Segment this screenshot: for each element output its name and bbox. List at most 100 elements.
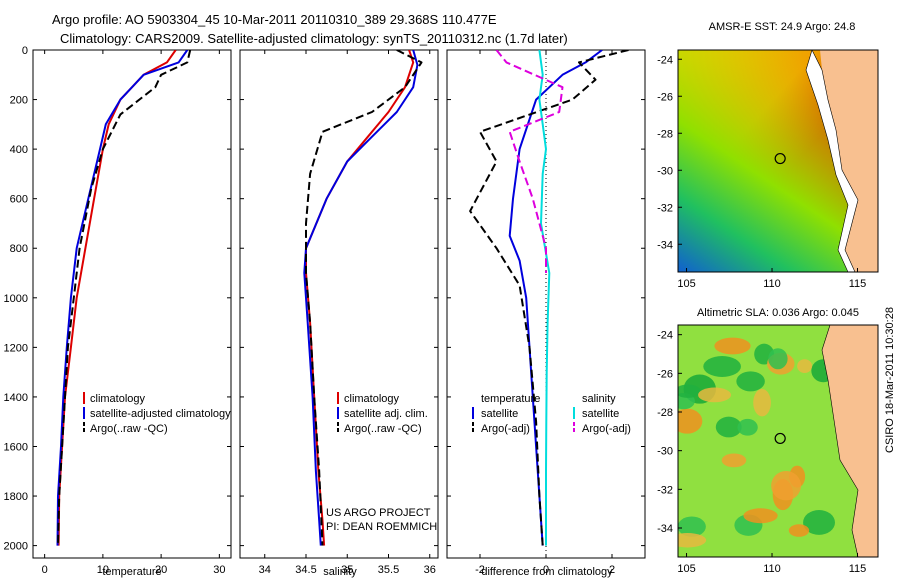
temperature-xlabel: temperature xyxy=(102,566,161,578)
ytick-label: 200 xyxy=(10,95,28,107)
salinity-xlabel: salinity xyxy=(323,566,357,578)
xtick-label: 36 xyxy=(424,564,436,576)
sla-blob xyxy=(803,510,835,535)
sst-map-title: AMSR-E SST: 24.9 Argo: 24.8 xyxy=(709,21,856,33)
sst-map-panel: AMSR-E SST: 24.9 Argo: 24.8 105 110 115 -24… xyxy=(657,21,879,290)
sla-blob xyxy=(698,387,732,403)
map-xtick-label: 110 xyxy=(763,563,781,575)
map-xtick-label: 105 xyxy=(677,563,695,575)
xtick-label: 0 xyxy=(543,564,549,576)
xtick-label: 10 xyxy=(97,564,109,576)
map-ytick-label: -26 xyxy=(657,368,673,380)
ytick-label: 400 xyxy=(10,144,28,156)
ytick-label: 1000 xyxy=(4,293,28,305)
sla-blob xyxy=(753,388,771,417)
xtick-label: 35 xyxy=(341,564,353,576)
difference-panel: -2 0 2 difference from climatology tempera… xyxy=(446,49,646,578)
series-satellite-adj-clim- xyxy=(303,50,419,546)
sla-blob xyxy=(736,371,765,392)
sla-blob xyxy=(771,470,801,501)
temperature-axes-box xyxy=(32,49,232,559)
series-satellite-adjusted-climatology xyxy=(56,50,189,546)
legend-sal-diff-argo: Argo(-adj) xyxy=(582,423,631,435)
sla-blob xyxy=(721,453,747,468)
salinity-panel: 34 34.5 35 35.5 36 salinity climatology sate… xyxy=(239,49,439,578)
xtick-label: 34.5 xyxy=(295,564,316,576)
sla-blob xyxy=(678,384,701,398)
map-ytick-label: -34 xyxy=(657,239,673,251)
map-ytick-label: -28 xyxy=(657,128,673,140)
map-ytick-label: -24 xyxy=(657,330,673,342)
argo-float-marker-sla xyxy=(774,432,786,445)
legend-temp-satellite: satellite xyxy=(481,408,518,420)
xtick-label: 34 xyxy=(259,564,271,576)
map-ytick-label: -30 xyxy=(657,165,673,177)
salinity-legend: climatology satellite adj. clim. Argo(..… xyxy=(337,392,428,435)
map-ytick-label: -26 xyxy=(657,91,673,103)
difference-xlabel: difference from climatology xyxy=(481,566,613,578)
difference-legend: temperature satellite Argo(-adj) salinit… xyxy=(472,393,631,435)
sla-blob xyxy=(788,524,810,537)
temperature-legend: climatology satellite-adjusted climatolo… xyxy=(83,392,231,435)
legend-group-salinity: salinity xyxy=(582,393,616,405)
legend-sal-climatology: climatology xyxy=(344,393,400,405)
series-temperature-argo-adj- xyxy=(469,50,629,546)
map-xtick-label: 110 xyxy=(763,278,781,290)
sst-map-frame xyxy=(677,49,879,273)
ytick-label: 0 xyxy=(22,45,28,57)
xtick-label: -2 xyxy=(475,564,485,576)
xtick-label: 30 xyxy=(213,564,225,576)
ytick-label: 1800 xyxy=(4,491,28,503)
xtick-label: 2 xyxy=(609,564,615,576)
ytick-label: 1400 xyxy=(4,392,28,404)
legend-sal-diff-satellite: satellite xyxy=(582,408,619,420)
sla-blob xyxy=(678,516,706,537)
xtick-label: 0 xyxy=(42,564,48,576)
figure-title-line1: Argo profile: AO 5903304_45 10-Mar-2011 … xyxy=(52,12,497,27)
sla-blob xyxy=(678,408,703,434)
sla-blob xyxy=(714,337,751,355)
coastal-mask xyxy=(805,50,859,272)
map-xtick-label: 105 xyxy=(677,278,695,290)
map-ytick-label: -24 xyxy=(657,54,673,66)
map-ytick-label: -34 xyxy=(657,523,673,535)
ytick-label: 1200 xyxy=(4,342,28,354)
series-temperature-satellite xyxy=(508,50,603,546)
map-ytick-label: -32 xyxy=(657,484,673,496)
sla-blob xyxy=(737,418,758,436)
sla-blob xyxy=(768,348,788,370)
sla-blob xyxy=(678,533,707,548)
legend-sal-argo: Argo(..raw -QC) xyxy=(344,423,422,435)
sla-australia-landmass xyxy=(821,325,878,557)
series-argo-raw-qc- xyxy=(305,50,423,546)
legend-climatology: climatology xyxy=(90,393,146,405)
sla-blob xyxy=(715,416,742,438)
legend-temp-argo: Argo(-adj) xyxy=(481,423,530,435)
legend-argo: Argo(..raw -QC) xyxy=(90,423,168,435)
map-xtick-label: 115 xyxy=(849,278,867,290)
argo-float-marker xyxy=(774,152,786,165)
legend-group-temperature: temperature xyxy=(481,393,540,405)
sla-map-panel: Altimetric SLA: 0.036 Argo: 0.045 105 110… xyxy=(657,307,879,575)
ytick-label: 2000 xyxy=(4,541,28,553)
sla-map-title: Altimetric SLA: 0.036 Argo: 0.045 xyxy=(697,307,859,319)
map-ytick-label: -30 xyxy=(657,446,673,458)
salinity-axes-box xyxy=(239,49,439,559)
map-ytick-label: -32 xyxy=(657,202,673,214)
series-salinity-argo-adj- xyxy=(495,50,564,273)
map-ytick-label: -28 xyxy=(657,407,673,419)
legend-sal-satellite: satellite adj. clim. xyxy=(344,408,428,420)
legend-satellite-adjusted: satellite-adjusted climatology xyxy=(90,408,231,420)
xtick-label: 20 xyxy=(155,564,167,576)
xtick-label: 35.5 xyxy=(378,564,399,576)
sla-blob xyxy=(703,356,741,377)
sla-map-frame xyxy=(677,324,879,558)
temperature-panel: 0 10 20 30 0 200 400 600 800 1000 1200 1400 1600 1800… xyxy=(4,45,232,578)
australia-landmass xyxy=(820,50,878,272)
ytick-label: 600 xyxy=(10,194,28,206)
figure-title-line2: Climatology: CARS2009. Satellite-adjuste… xyxy=(60,31,568,46)
ytick-label: 1600 xyxy=(4,441,28,453)
ytick-label: 800 xyxy=(10,243,28,255)
side-timestamp: CSIRO 18-Mar-2011 10:30:28 xyxy=(884,307,896,453)
